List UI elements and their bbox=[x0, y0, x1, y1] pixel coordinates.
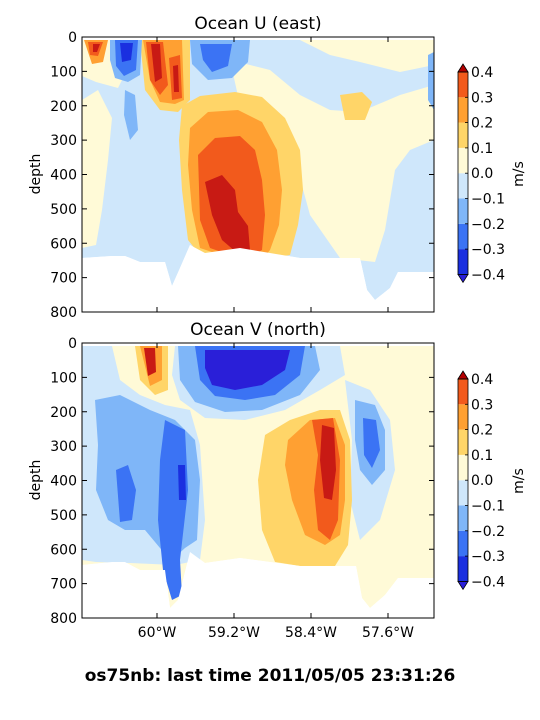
colorbar-tick-label-v-5: −0.1 bbox=[471, 499, 505, 515]
y-tick-label-u-8: 800 bbox=[50, 305, 77, 321]
colorbar-tick-label-v-7: −0.3 bbox=[471, 549, 505, 565]
u-blue-east bbox=[428, 52, 434, 110]
v-bottom-mask bbox=[82, 552, 434, 618]
v-darkblue-east bbox=[363, 418, 380, 468]
panel-v-title: Ocean V (north) bbox=[190, 320, 326, 340]
colorbar-band-v-4 bbox=[458, 454, 468, 481]
colorbar-band-v-6 bbox=[458, 404, 468, 430]
u-pale-top-east bbox=[300, 40, 434, 72]
colorbar-tick-label-u-5: −0.1 bbox=[471, 192, 505, 208]
x-tick-label-v-0: 60°W bbox=[138, 625, 177, 641]
colorbar-tick-label-v-0: 0.4 bbox=[471, 372, 493, 388]
v-darkblue-west2 bbox=[116, 465, 136, 522]
colorbar-band-v-1 bbox=[458, 530, 468, 557]
y-axis-u: 0 100 200 300 400 500 600 700 800 bbox=[50, 30, 434, 321]
y-tick-label-v-1: 100 bbox=[50, 370, 77, 386]
colorbar-tick-label-u-0: 0.4 bbox=[471, 65, 493, 81]
y-tick-label-v-7: 700 bbox=[50, 577, 77, 593]
v-red-top bbox=[144, 348, 156, 376]
panel-v: Ocean V (north) bbox=[28, 320, 435, 641]
y-tick-label-u-6: 600 bbox=[50, 236, 77, 252]
colorbar-tick-label-v-1: 0.3 bbox=[471, 397, 493, 413]
plot-area-v bbox=[82, 343, 434, 618]
u-red-core bbox=[205, 175, 250, 252]
colorbar-tick-label-u-7: −0.3 bbox=[471, 242, 505, 258]
y-tick-label-u-0: 0 bbox=[68, 30, 77, 46]
u-blue-thin bbox=[124, 90, 138, 140]
y-tick-label-u-5: 500 bbox=[50, 202, 77, 218]
x-tick-label-v-2: 58.4°W bbox=[285, 625, 337, 641]
colorbar-band-u-0 bbox=[458, 249, 468, 275]
colorbar-extend-min-u bbox=[457, 274, 469, 284]
v-deepblue-west bbox=[178, 465, 186, 500]
colorbar-tick-label-v-2: 0.2 bbox=[471, 423, 493, 439]
colorbar-tick-label-v-3: 0.1 bbox=[471, 448, 493, 464]
y-axis-v: 0 100 200 300 400 500 600 700 800 bbox=[50, 336, 434, 627]
colorbar-extend-max-v bbox=[457, 370, 469, 380]
x-axis-v: 60°W 59.2°W 58.4°W 57.6°W bbox=[138, 343, 414, 641]
y-label-u: depth bbox=[28, 154, 44, 195]
colorbar-band-v-3 bbox=[458, 480, 468, 506]
y-tick-label-v-0: 0 bbox=[68, 336, 77, 352]
y-tick-label-v-3: 300 bbox=[50, 439, 77, 455]
colorbar-band-v-7 bbox=[458, 379, 468, 405]
u-blue-upper-east2 bbox=[200, 44, 232, 72]
colorbar-tick-label-u-8: −0.4 bbox=[471, 267, 505, 283]
y-tick-label-v-2: 200 bbox=[50, 405, 77, 421]
plot-area-u bbox=[82, 37, 434, 312]
y-tick-label-u-3: 300 bbox=[50, 133, 77, 149]
colorbar-band-v-2 bbox=[458, 505, 468, 531]
footer-timestamp: os75nb: last time 2011/05/05 23:31:26 bbox=[84, 666, 456, 686]
u-red-top bbox=[151, 44, 162, 82]
colorbar-band-u-2 bbox=[458, 198, 468, 224]
colorbar-band-u-6 bbox=[458, 97, 468, 123]
y-tick-label-v-5: 500 bbox=[50, 508, 77, 524]
colorbar-u: 0.4 0.3 0.2 0.1 0.0 −0.1 −0.2 −0.3 −0.4 bbox=[457, 63, 505, 284]
colorbar-u-label: m/s bbox=[511, 161, 527, 187]
colorbar-tick-label-v-8: −0.4 bbox=[471, 574, 505, 590]
colorbar-extend-max-u bbox=[457, 63, 469, 73]
colorbar-band-v-5 bbox=[458, 429, 468, 455]
u-red-top2 bbox=[173, 65, 179, 92]
x-axis-u bbox=[156, 37, 389, 312]
y-tick-label-v-6: 600 bbox=[50, 542, 77, 558]
colorbar-v: 0.4 0.3 0.2 0.1 0.0 −0.1 −0.2 −0.3 −0.4 bbox=[457, 370, 505, 591]
colorbar-tick-label-u-6: −0.2 bbox=[471, 217, 505, 233]
y-label-v: depth bbox=[28, 460, 44, 501]
colorbar-band-u-3 bbox=[458, 173, 468, 199]
colorbar-band-u-4 bbox=[458, 147, 468, 174]
colorbar-tick-label-u-2: 0.2 bbox=[471, 116, 493, 132]
x-tick-label-v-3: 57.6°W bbox=[362, 625, 414, 641]
u-yellow-east bbox=[340, 92, 372, 120]
colorbar-band-u-1 bbox=[458, 223, 468, 250]
colorbar-band-u-5 bbox=[458, 122, 468, 148]
u-pale-east-1 bbox=[230, 60, 434, 262]
colorbar-tick-label-u-1: 0.3 bbox=[471, 90, 493, 106]
u-blue-deep bbox=[120, 43, 133, 62]
v-deepblue-top bbox=[205, 350, 290, 390]
y-tick-label-v-4: 400 bbox=[50, 474, 77, 490]
u-pale-west bbox=[82, 90, 112, 248]
u-bottom-mask bbox=[82, 245, 434, 312]
x-tick-label-v-1: 59.2°W bbox=[208, 625, 260, 641]
v-red-east bbox=[320, 425, 336, 500]
colorbar-tick-label-v-4: 0.0 bbox=[471, 473, 493, 489]
u-red-left bbox=[93, 44, 100, 52]
colorbar-v-label: m/s bbox=[511, 468, 527, 494]
colorbar-tick-label-v-6: −0.2 bbox=[471, 524, 505, 540]
panel-u-title: Ocean U (east) bbox=[194, 14, 321, 34]
y-tick-label-u-2: 200 bbox=[50, 99, 77, 115]
y-tick-label-u-7: 700 bbox=[50, 271, 77, 287]
colorbar-extend-min-v bbox=[457, 581, 469, 591]
y-tick-label-u-1: 100 bbox=[50, 64, 77, 80]
y-tick-label-u-4: 400 bbox=[50, 168, 77, 184]
panel-u: Ocean U (east) bbox=[28, 14, 435, 321]
colorbar-tick-label-u-4: 0.0 bbox=[471, 166, 493, 182]
colorbar-band-v-0 bbox=[458, 556, 468, 582]
colorbar-band-u-7 bbox=[458, 72, 468, 98]
colorbar-tick-label-u-3: 0.1 bbox=[471, 141, 493, 157]
y-tick-label-v-8: 800 bbox=[50, 611, 77, 627]
